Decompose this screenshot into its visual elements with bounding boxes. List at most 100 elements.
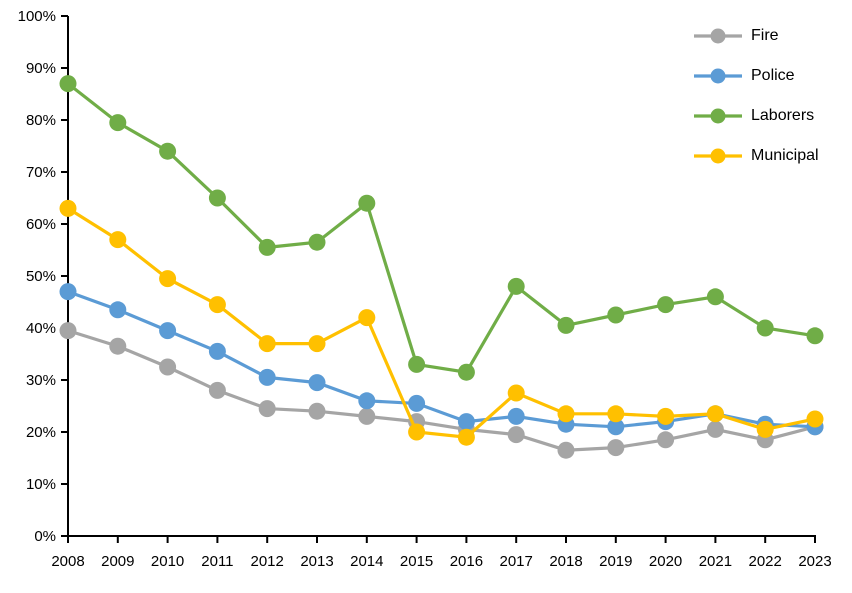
y-tick-label: 80% [26,112,56,129]
data-point-fire-2012 [258,400,276,418]
y-tick-label: 100% [18,8,56,25]
legend-line-marker-icon [694,108,742,124]
data-point-fire-2021 [706,420,724,438]
data-point-fire-2013 [308,402,326,420]
y-tick-label: 60% [26,216,56,233]
data-point-laborers-2019 [607,306,625,324]
data-point-police-2011 [208,342,226,360]
data-point-municipal-2017 [507,384,525,402]
y-tick-label: 30% [26,372,56,389]
data-point-laborers-2015 [408,355,426,373]
series-line-laborers [67,82,816,374]
data-point-municipal-2014 [358,309,376,327]
data-point-municipal-2016 [457,428,475,446]
data-point-police-2008 [59,283,77,301]
x-tick-label: 2022 [749,553,782,570]
series-line-fire [67,329,816,452]
data-point-laborers-2009 [109,114,127,132]
x-tick-label: 2008 [51,553,84,570]
legend-item-municipal: Municipal [694,136,819,176]
y-tick-label: 10% [26,476,56,493]
legend-line-marker-icon [694,68,742,84]
y-tick-label: 90% [26,60,56,77]
data-point-laborers-2012 [258,238,276,256]
data-point-laborers-2016 [457,363,475,381]
data-point-municipal-2020 [657,407,675,425]
data-point-laborers-2013 [308,233,326,251]
data-point-municipal-2008 [59,199,77,217]
data-point-fire-2014 [358,407,376,425]
data-point-police-2010 [159,322,177,340]
y-tick-label: 0% [34,528,56,545]
data-point-police-2009 [109,301,127,319]
data-point-laborers-2023 [806,327,824,345]
legend-label: Police [751,67,795,84]
data-point-police-2015 [408,394,426,412]
x-tick-label: 2009 [101,553,134,570]
data-point-fire-2010 [159,358,177,376]
legend-item-fire: Fire [694,16,819,56]
data-point-fire-2008 [59,322,77,340]
x-tick-label: 2010 [151,553,184,570]
data-point-municipal-2018 [557,405,575,423]
data-point-fire-2018 [557,441,575,459]
x-tick-label: 2014 [350,553,383,570]
x-tick-label: 2018 [549,553,582,570]
data-point-municipal-2023 [806,410,824,428]
data-point-municipal-2019 [607,405,625,423]
data-point-municipal-2022 [756,420,774,438]
data-point-municipal-2010 [159,270,177,288]
data-point-fire-2017 [507,426,525,444]
legend-item-police: Police [694,56,819,96]
series-line-municipal [67,207,816,439]
data-point-fire-2020 [657,431,675,449]
data-point-police-2016 [457,413,475,431]
data-point-municipal-2011 [208,296,226,314]
y-tick-label: 20% [26,424,56,441]
data-point-police-2019 [607,418,625,436]
legend-label: Laborers [751,107,815,124]
data-point-laborers-2008 [59,75,77,93]
legend-label: Fire [751,27,779,44]
data-point-laborers-2018 [557,316,575,334]
data-point-laborers-2017 [507,277,525,295]
legend-label: Municipal [751,147,819,164]
x-tick-label: 2011 [201,553,233,570]
series-line-police [67,290,816,429]
x-tick-label: 2012 [251,553,284,570]
x-tick-label: 2021 [699,553,732,570]
y-tick-label: 70% [26,164,56,181]
x-tick-label: 2020 [649,553,682,570]
data-point-municipal-2009 [109,231,127,249]
data-point-fire-2009 [109,337,127,355]
legend-line-marker-icon [694,28,742,44]
data-point-laborers-2020 [657,296,675,314]
legend: Fire Police Laborers Municipal [694,16,819,176]
data-point-laborers-2014 [358,194,376,212]
data-point-municipal-2012 [258,335,276,353]
data-point-laborers-2010 [159,142,177,160]
data-point-fire-2019 [607,439,625,457]
data-point-municipal-2013 [308,335,326,353]
x-tick-label: 2023 [798,553,831,570]
x-tick-label: 2019 [599,553,632,570]
y-tick-label: 50% [26,268,56,285]
data-point-police-2017 [507,407,525,425]
x-tick-label: 2016 [450,553,483,570]
x-tick-label: 2013 [300,553,333,570]
data-point-police-2012 [258,368,276,386]
data-point-municipal-2015 [408,423,426,441]
data-point-laborers-2021 [706,288,724,306]
x-tick-label: 2015 [400,553,433,570]
legend-item-laborers: Laborers [694,96,819,136]
data-point-police-2014 [358,392,376,410]
x-tick-label: 2017 [500,553,533,570]
data-point-municipal-2021 [706,405,724,423]
data-point-laborers-2022 [756,319,774,337]
data-point-fire-2011 [208,381,226,399]
data-point-police-2013 [308,374,326,392]
data-point-laborers-2011 [208,189,226,207]
y-tick-label: 40% [26,320,56,337]
